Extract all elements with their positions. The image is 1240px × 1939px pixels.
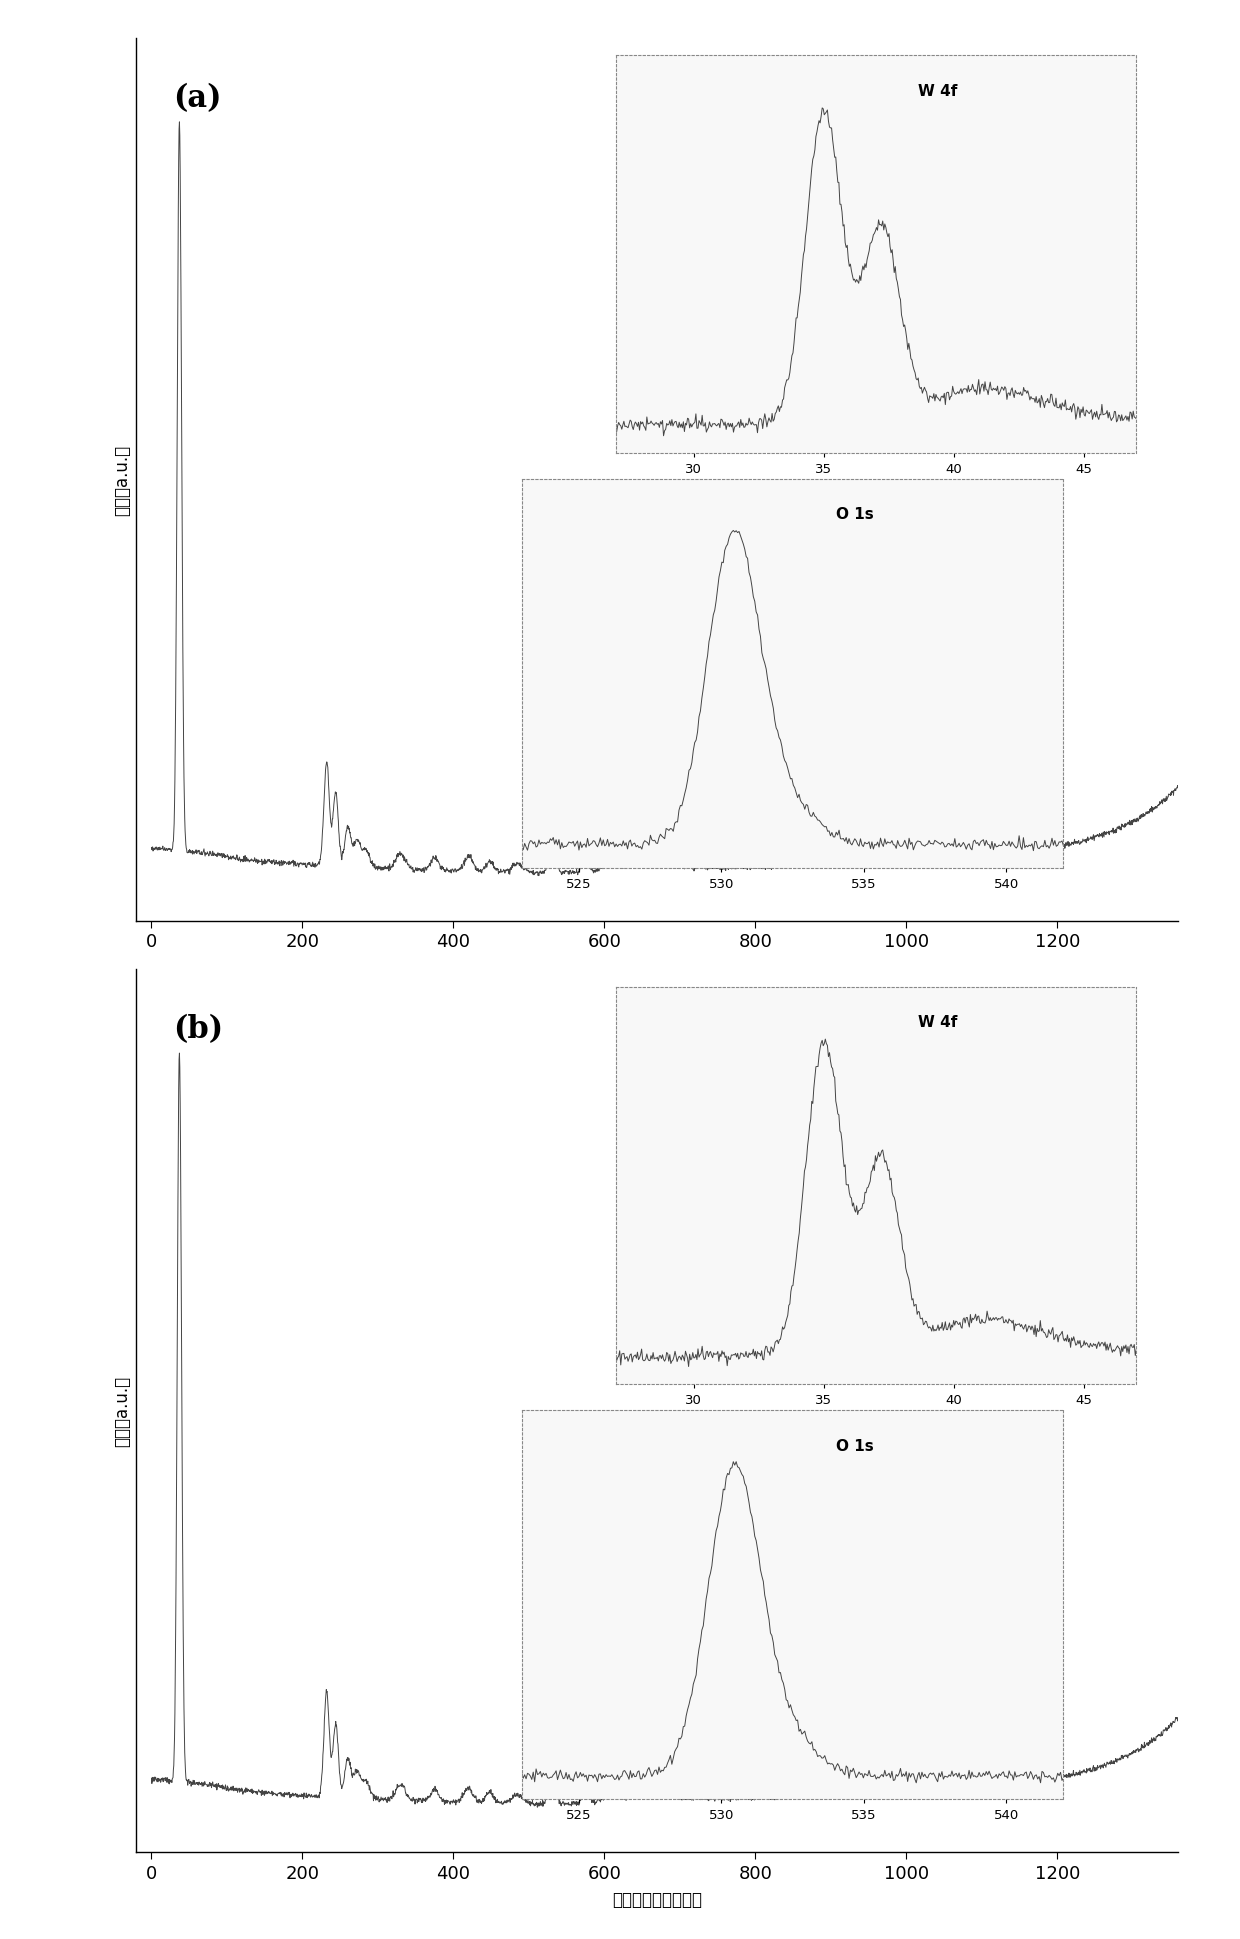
X-axis label: 电子能量（电子伏）: 电子能量（电子伏） [613,1891,702,1908]
Text: (a): (a) [172,83,222,114]
Y-axis label: 强度（a.u.）: 强度（a.u.） [113,1375,131,1446]
Text: (b): (b) [172,1014,223,1045]
Y-axis label: 强度（a.u.）: 强度（a.u.） [113,444,131,516]
